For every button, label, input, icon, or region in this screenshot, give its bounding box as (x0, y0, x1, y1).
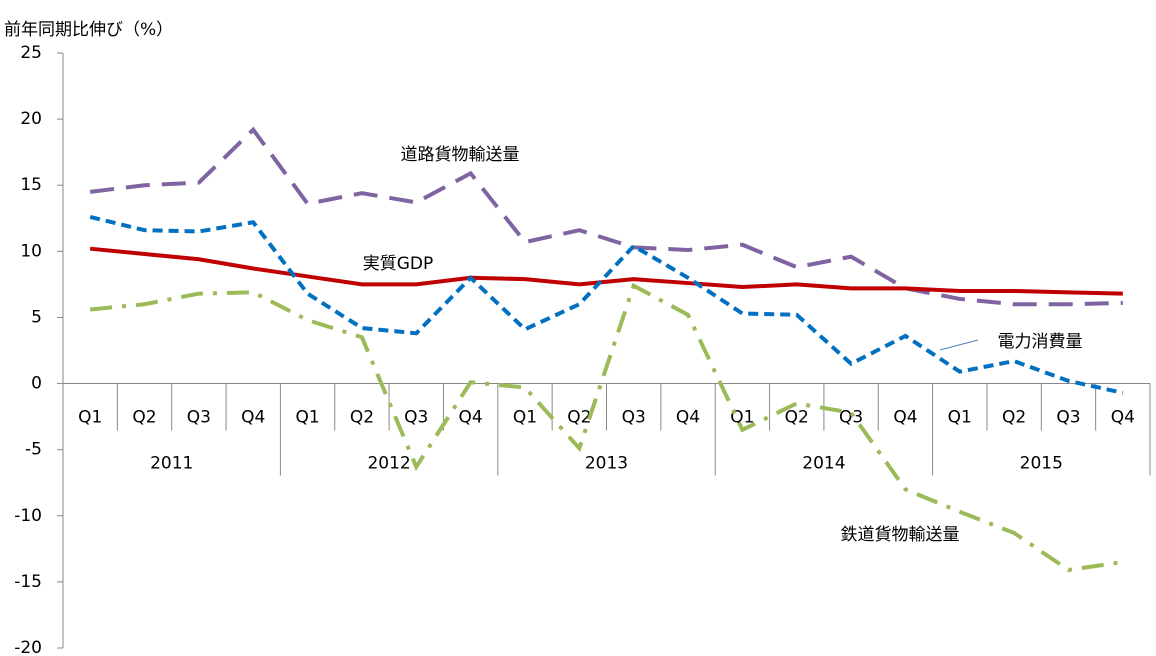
group-label: 2013 (585, 454, 628, 474)
x-tick-label: Q2 (567, 408, 591, 428)
y-tick-label: -15 (14, 572, 42, 592)
x-tick-label: Q4 (893, 408, 917, 428)
x-tick-label: Q2 (1002, 408, 1026, 428)
x-tick-label: Q1 (78, 408, 102, 428)
group-label: 2015 (1020, 454, 1063, 474)
y-tick-label: 0 (31, 374, 42, 394)
y-tick-label: 25 (20, 43, 42, 63)
group-label: 2011 (150, 454, 193, 474)
group-label: 2012 (367, 454, 410, 474)
x-tick-label: Q4 (1111, 408, 1135, 428)
x-tick-label: Q4 (241, 408, 265, 428)
group-label: 2014 (802, 454, 845, 474)
y-tick-label: -5 (25, 440, 42, 460)
y-tick-label: -20 (14, 638, 42, 656)
series-annotation: 電力消費量 (998, 332, 1083, 352)
x-tick-label: Q1 (513, 408, 537, 428)
series-line (89, 215, 1124, 395)
x-tick-label: Q1 (948, 408, 972, 428)
x-tick-label: Q4 (459, 408, 483, 428)
x-tick-label: Q2 (785, 408, 809, 428)
y-tick-label: 20 (20, 109, 42, 129)
annotation-leader (939, 339, 979, 351)
series-line (89, 126, 1123, 307)
y-tick-label: 15 (20, 175, 42, 195)
x-tick-label: Q3 (187, 408, 211, 428)
y-tick-label: -10 (14, 506, 42, 526)
x-tick-label: Q1 (295, 408, 319, 428)
series-line (89, 246, 1123, 296)
x-tick-label: Q3 (622, 408, 646, 428)
series-annotation: 道路貨物輸送量 (401, 145, 520, 165)
x-tick-label: Q2 (132, 408, 156, 428)
x-tick-label: Q3 (839, 408, 863, 428)
x-tick-label: Q2 (350, 408, 374, 428)
x-tick-label: Q3 (1056, 408, 1080, 428)
series-line (89, 282, 1124, 573)
series-annotation: 鉄道貨物輸送量 (841, 525, 960, 545)
x-tick-label: Q3 (404, 408, 428, 428)
y-tick-label: 10 (20, 241, 42, 261)
y-tick-label: 5 (31, 307, 42, 327)
y-axis-title: 前年同期比伸び（%） (4, 20, 173, 40)
series-annotation: 実質GDP (363, 254, 434, 274)
x-tick-label: Q4 (676, 408, 700, 428)
